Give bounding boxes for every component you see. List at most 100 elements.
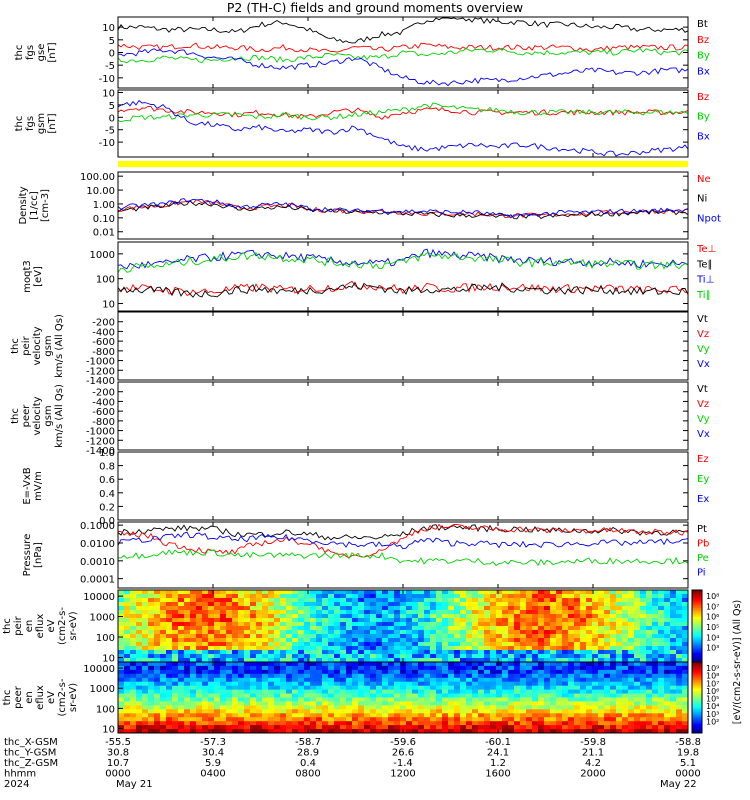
heatmap-cell — [508, 630, 515, 635]
heatmap-cell — [148, 634, 155, 639]
heatmap-cell — [448, 598, 455, 603]
heatmap-cell — [364, 654, 371, 659]
heatmap-cell — [250, 654, 257, 659]
heatmap-cell — [304, 618, 311, 623]
heatmap-cell — [298, 654, 305, 659]
heatmap-cell — [346, 725, 353, 730]
heatmap-cell — [646, 650, 653, 655]
heatmap-cell — [550, 673, 557, 679]
heatmap-cell — [148, 705, 155, 710]
heatmap-cell — [352, 697, 359, 702]
heatmap-cell — [340, 590, 347, 595]
colorbar-cell — [692, 606, 702, 609]
heatmap-cell — [652, 665, 659, 671]
colorbar-cell — [692, 627, 702, 631]
heatmap-cell — [412, 638, 419, 643]
heatmap-cell — [406, 606, 413, 611]
heatmap-cell — [130, 681, 137, 686]
heatmap-cell — [532, 614, 539, 619]
heatmap-cell — [580, 618, 587, 623]
heatmap-cell — [646, 685, 653, 690]
colorbar-cell — [692, 718, 702, 722]
heatmap-cell — [532, 646, 539, 651]
heatmap-cell — [136, 634, 143, 639]
heatmap-cell — [292, 685, 299, 690]
heatmap-cell — [394, 677, 401, 683]
heatmap-cell — [454, 626, 461, 631]
heatmap-cell — [364, 693, 371, 698]
heatmap-cell — [484, 626, 491, 631]
heatmap-cell — [634, 725, 641, 730]
heatmap-cell — [256, 598, 263, 603]
heatmap-cell — [670, 594, 677, 599]
heatmap-cell — [496, 669, 503, 675]
heatmap-cell — [328, 630, 335, 635]
heatmap-cell — [508, 697, 515, 702]
heatmap-cell — [130, 638, 137, 643]
panel-density: Density [1/cc] [cm-3]100.0010.001.000.100.… — [18, 171, 721, 240]
heatmap-cell — [130, 622, 137, 627]
heatmap-cell — [148, 650, 155, 655]
heatmap-cell — [604, 665, 611, 671]
heatmap-cell — [418, 594, 425, 599]
heatmap-cell — [376, 709, 383, 714]
heatmap-cell — [526, 701, 533, 706]
heatmap-cell — [124, 713, 131, 718]
heatmap-cell — [388, 642, 395, 647]
legend-entry: Ez — [697, 454, 709, 465]
heatmap-cell — [256, 606, 263, 611]
heatmap-cell — [352, 705, 359, 710]
heatmap-cell — [280, 673, 287, 679]
heatmap-cell — [466, 658, 473, 663]
heatmap-cell — [352, 590, 359, 595]
heatmap-cell — [172, 658, 179, 663]
heatmap-cell — [358, 634, 365, 639]
heatmap-cell — [436, 705, 443, 710]
heatmap-cell — [418, 610, 425, 615]
heatmap-cell — [466, 681, 473, 686]
heatmap-cell — [388, 638, 395, 643]
heatmap-cell — [436, 717, 443, 722]
heatmap-cell — [514, 717, 521, 722]
heatmap-cell — [460, 717, 467, 722]
heatmap-cell — [340, 701, 347, 706]
colorbar-cell — [692, 599, 702, 602]
heatmap-cell — [232, 705, 239, 710]
heatmap-cell — [190, 590, 197, 595]
heatmap-cell — [316, 630, 323, 635]
heatmap-cell — [346, 602, 353, 607]
colorbar-cell — [692, 653, 702, 656]
heatmap-cell — [208, 598, 215, 603]
heatmap-cell — [136, 725, 143, 730]
heatmap-cell — [148, 642, 155, 647]
heatmap-cell — [202, 642, 209, 647]
heatmap-cell — [370, 610, 377, 615]
heatmap-cell — [406, 590, 413, 595]
heatmap-cell — [244, 602, 251, 607]
heatmap-cell — [346, 610, 353, 615]
y-axis-label-line: km/s (All Qs) — [54, 384, 65, 448]
legend-entry: Ey — [697, 474, 709, 485]
heatmap-cell — [568, 658, 575, 663]
heatmap-cell — [502, 705, 509, 710]
panel-peer-velocity: thc peer velocity gsm km/s (All Qs) -200-400-… — [10, 381, 710, 457]
heatmap-cell — [550, 658, 557, 663]
heatmap-cell — [664, 638, 671, 643]
heatmap-cell — [262, 654, 269, 659]
heatmap-cell — [130, 602, 137, 607]
heatmap-cell — [466, 618, 473, 623]
heatmap-cell — [556, 606, 563, 611]
heatmap-cell — [604, 594, 611, 599]
heatmap-cell — [214, 630, 221, 635]
heatmap-cell — [250, 665, 257, 671]
heatmap-cell — [502, 618, 509, 623]
heatmap-cell — [610, 721, 617, 726]
heatmap-cell — [190, 634, 197, 639]
heatmap-cell — [196, 705, 203, 710]
heatmap-cell — [430, 669, 437, 675]
heatmap-cell — [412, 594, 419, 599]
heatmap-cell — [238, 654, 245, 659]
heatmap-cell — [478, 622, 485, 627]
heatmap-cell — [334, 721, 341, 726]
heatmap-cell — [424, 721, 431, 726]
